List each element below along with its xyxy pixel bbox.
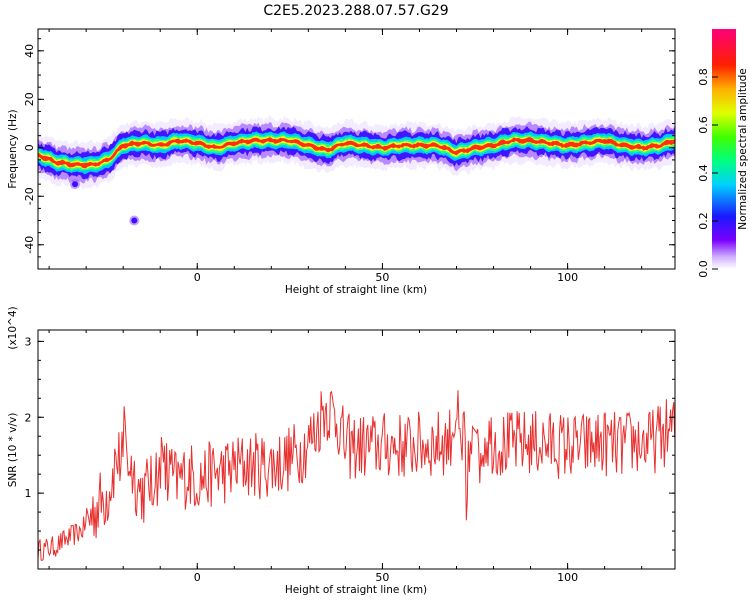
x-tick-label: 100	[557, 271, 578, 284]
spectrogram-xlabel: Height of straight line (km)	[285, 284, 427, 296]
colorbar-tick-label: 0.6	[697, 116, 710, 134]
snr-panel: 0 50 100 1 2 3 Height of straight line (km) S…	[7, 306, 676, 596]
spectrogram-frame	[37, 28, 676, 270]
colorbar-tick-label: 0.2	[697, 212, 710, 230]
colorbar-tick-label: 0.4	[697, 164, 710, 182]
y-tick-label: 3	[25, 335, 32, 348]
y-tick-label: -20	[23, 187, 36, 205]
colorbar-label: Normalized spectral amplitude	[737, 68, 749, 229]
spectrogram-ylabel: Frequency (Hz)	[7, 109, 19, 188]
x-tick-label: 50	[375, 571, 389, 584]
y-tick-label: -40	[23, 236, 36, 254]
x-tick-label: 50	[375, 271, 389, 284]
heatmap-band	[38, 137, 675, 169]
heatmap-blob-core	[72, 181, 79, 188]
snr-frame	[37, 329, 676, 570]
snr-ylabel: SNR (10 * v/v)	[7, 413, 19, 488]
y-tick-label: 40	[23, 44, 36, 58]
snr-series-line	[38, 390, 675, 561]
heatmap-blob-core	[131, 217, 138, 224]
y-tick-label: 2	[25, 411, 32, 424]
colorbar-tick-label: 0.0	[697, 260, 710, 278]
colorbar-ticks: 0.0 0.2 0.4 0.6 0.8	[697, 68, 718, 278]
x-tick-label: 0	[194, 571, 201, 584]
y-tick-label: 0	[23, 144, 36, 151]
colorbar-gradient	[712, 29, 736, 269]
chart-title: C2E5.2023.288.07.57.G29	[263, 3, 448, 19]
snr-unit-label: (x10^4)	[7, 306, 19, 349]
x-tick-label: 0	[194, 271, 201, 284]
y-tick-label: 1	[25, 487, 32, 500]
spectrogram-panel: 0 50 100 40 20 0 -20 -40 Height of straight lin…	[7, 28, 676, 296]
snr-ticks: 0 50 100 1 2 3	[25, 330, 675, 584]
spectrogram-ticks: 0 50 100 40 20 0 -20 -40	[23, 29, 675, 284]
snr-xlabel: Height of straight line (km)	[285, 584, 427, 596]
colorbar: 0.0 0.2 0.4 0.6 0.8 Normalized spectral ampl…	[697, 29, 749, 278]
colorbar-tick-label: 0.8	[697, 68, 710, 86]
y-tick-label: 20	[23, 92, 36, 106]
spectrogram-heatmap	[38, 115, 675, 226]
x-tick-label: 100	[557, 571, 578, 584]
